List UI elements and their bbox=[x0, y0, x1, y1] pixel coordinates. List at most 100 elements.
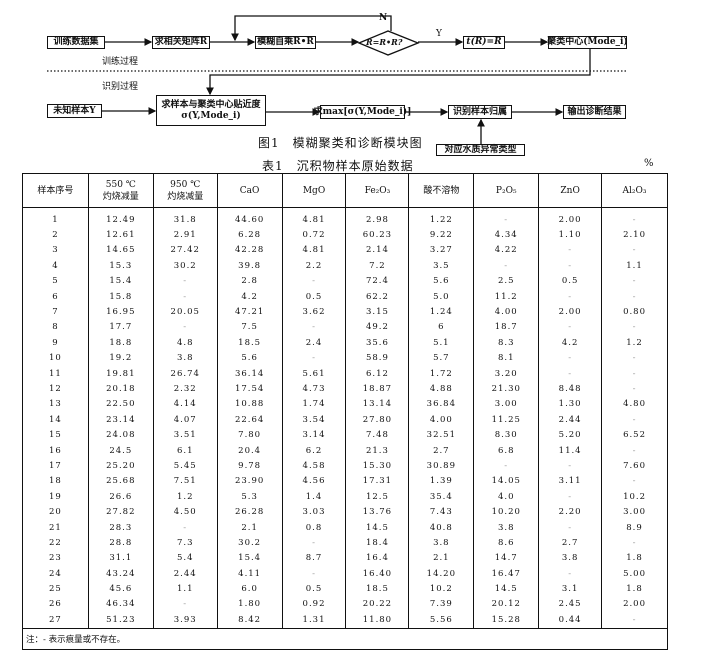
value-cell: 3.1 bbox=[538, 581, 603, 597]
value-cell: 7.39 bbox=[408, 596, 475, 613]
value-cell: 15.4 bbox=[87, 273, 154, 289]
value-cell: 28.8 bbox=[87, 535, 154, 551]
value-cell: 3.8 bbox=[473, 519, 540, 536]
value-cell: 18.5 bbox=[216, 335, 283, 351]
value-cell: - bbox=[601, 412, 668, 428]
value-cell: 14.5 bbox=[473, 581, 540, 597]
value-cell: 21.3 bbox=[345, 442, 410, 459]
table-row: 20 27.82 4.50 26.28 3.03 13.76 7.43 10.20 2.20 3.… bbox=[22, 504, 668, 520]
value-cell: 6.2 bbox=[281, 442, 347, 459]
value-cell: 26.6 bbox=[87, 489, 154, 505]
table-note: 注：- 表示痕量或不存在。 bbox=[22, 627, 668, 650]
table-row: 10 19.2 3.8 5.6-58.9 5.7 8.1- - bbox=[22, 350, 668, 366]
value-cell: 3.20 bbox=[473, 365, 540, 382]
value-cell: 4.81 bbox=[281, 207, 347, 228]
value-cell: 18.7 bbox=[473, 319, 540, 336]
value-cell: 1.8 bbox=[601, 581, 668, 597]
sample-number-cell: 13 bbox=[22, 396, 89, 413]
value-cell: 6.1 bbox=[152, 442, 218, 459]
value-cell: 5.7 bbox=[408, 350, 475, 366]
value-cell: 18.87 bbox=[345, 381, 410, 397]
value-cell: 3.51 bbox=[152, 427, 218, 443]
value-cell: - bbox=[152, 273, 218, 289]
value-cell: 1.24 bbox=[408, 304, 475, 320]
value-cell: 5.6 bbox=[216, 350, 283, 366]
value-cell: 14.20 bbox=[408, 565, 475, 582]
value-cell: 1.4 bbox=[281, 489, 347, 505]
value-cell: 16.95 bbox=[87, 304, 154, 320]
value-cell: 0.5 bbox=[281, 581, 347, 597]
table-row: 21 28.3-2.1 0.8 14.5 40.8 3.8-8.9 bbox=[22, 519, 668, 536]
fuzzy-mult-box: 模糊自乘R•R bbox=[255, 36, 316, 49]
column-header: 950 ℃ 灼烧减量 bbox=[152, 173, 218, 208]
value-cell: 10.20 bbox=[473, 504, 540, 520]
value-cell: 1.30 bbox=[538, 396, 603, 413]
loop-arrow bbox=[231, 15, 392, 42]
output-result-box: 输出诊断结果 bbox=[563, 105, 626, 119]
value-cell: 2.7 bbox=[408, 442, 475, 459]
sample-number-cell: 15 bbox=[22, 427, 89, 443]
value-cell: 0.5 bbox=[538, 273, 603, 289]
value-cell: 19.2 bbox=[87, 350, 154, 366]
value-cell: 9.78 bbox=[216, 458, 283, 474]
table-row: 13 22.50 4.14 10.88 1.74 13.14 36.84 3.00 1.30 4.… bbox=[22, 396, 668, 413]
table-row: 7 16.95 20.05 47.21 3.62 3.15 1.24 4.00 2.00 0.80 bbox=[22, 304, 668, 320]
value-cell: 22.64 bbox=[216, 412, 283, 428]
value-cell: 0.72 bbox=[281, 227, 347, 243]
value-cell: 7.51 bbox=[152, 473, 218, 490]
value-cell: 14.05 bbox=[473, 473, 540, 490]
value-cell: - bbox=[538, 288, 603, 305]
value-cell: 2.32 bbox=[152, 381, 218, 397]
table-row: 2 12.61 2.91 6.28 0.72 60.23 9.22 4.34 1.10 2.10 bbox=[22, 227, 668, 243]
value-cell: 6 bbox=[408, 319, 475, 336]
value-cell: 47.21 bbox=[216, 304, 283, 320]
value-cell: 36.14 bbox=[216, 365, 283, 382]
value-cell: 11.80 bbox=[345, 612, 410, 629]
value-cell: 4.2 bbox=[216, 288, 283, 305]
condition-label: R=R•R? bbox=[366, 37, 403, 47]
value-cell: 15.8 bbox=[87, 288, 154, 305]
max-closeness-box: 求max[σ(Y,Mode_i)] bbox=[314, 105, 411, 119]
value-cell: 4.0 bbox=[473, 489, 540, 505]
value-cell: - bbox=[538, 565, 603, 582]
sample-number-cell: 4 bbox=[22, 258, 89, 274]
table-row: 3 14.65 27.42 42.28 4.81 2.14 3.27 4.22- - bbox=[22, 242, 668, 259]
value-cell: - bbox=[281, 565, 347, 582]
value-cell: 62.2 bbox=[345, 288, 410, 305]
value-cell: 20.4 bbox=[216, 442, 283, 459]
value-cell: 4.81 bbox=[281, 242, 347, 259]
value-cell: 0.5 bbox=[281, 288, 347, 305]
table-caption: 表1 沉积物样本原始数据 bbox=[262, 159, 414, 173]
value-cell: 8.48 bbox=[538, 381, 603, 397]
value-cell: - bbox=[601, 350, 668, 366]
value-cell: 5.20 bbox=[538, 427, 603, 443]
value-cell: - bbox=[281, 350, 347, 366]
value-cell: 4.2 bbox=[538, 335, 603, 351]
value-cell: 11.2 bbox=[473, 288, 540, 305]
value-cell: 39.8 bbox=[216, 258, 283, 274]
column-header: 550 ℃ 灼烧减量 bbox=[87, 173, 154, 208]
value-cell: 2.00 bbox=[538, 207, 603, 228]
value-cell: 30.89 bbox=[408, 458, 475, 474]
table-row: 19 26.6 1.2 5.3 1.4 12.5 35.4 4.0-10.2 bbox=[22, 489, 668, 505]
value-cell: 60.23 bbox=[345, 227, 410, 243]
value-cell: 21.30 bbox=[473, 381, 540, 397]
value-cell: 40.8 bbox=[408, 519, 475, 536]
value-cell: 20.22 bbox=[345, 596, 410, 613]
sample-number-cell: 22 bbox=[22, 535, 89, 551]
sample-number-cell: 7 bbox=[22, 304, 89, 320]
value-cell: 2.4 bbox=[281, 335, 347, 351]
sample-number-cell: 17 bbox=[22, 458, 89, 474]
anomaly-type-box: 对应水质异常类型 bbox=[436, 144, 525, 156]
value-cell: 58.9 bbox=[345, 350, 410, 366]
value-cell: 1.2 bbox=[152, 489, 218, 505]
value-cell: 7.43 bbox=[408, 504, 475, 520]
sample-number-cell: 5 bbox=[22, 273, 89, 289]
value-cell: 0.80 bbox=[601, 304, 668, 320]
value-cell: - bbox=[601, 473, 668, 490]
value-cell: 8.7 bbox=[281, 550, 347, 566]
sample-number-cell: 1 bbox=[22, 207, 89, 228]
value-cell: 3.5 bbox=[408, 258, 475, 274]
sample-number-cell: 27 bbox=[22, 612, 89, 629]
closeness-line2: σ(Y,Mode_i) bbox=[181, 110, 241, 121]
